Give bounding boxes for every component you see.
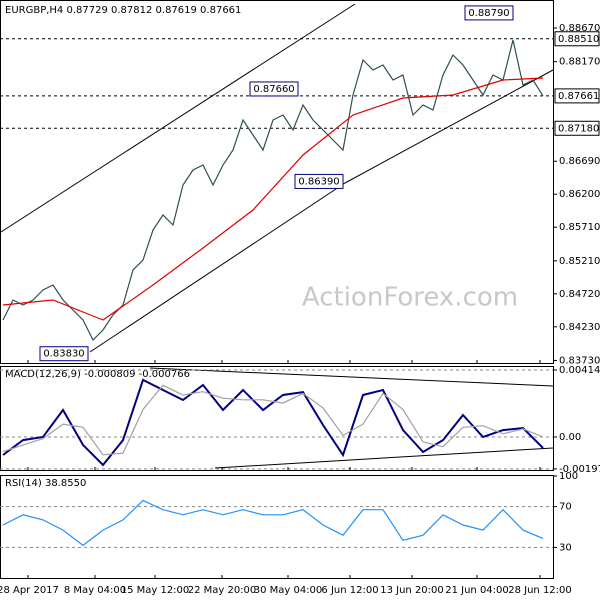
- x-tick-label: 30 May 04:00: [254, 585, 323, 596]
- rsi-frame: [0, 475, 554, 579]
- rsi-title: RSI(14) 38.8550: [5, 478, 86, 489]
- level-box: [554, 120, 600, 136]
- y-tick-label: 0.84720: [559, 289, 600, 300]
- x-tick-label: 22 May 20:00: [188, 585, 257, 596]
- macd-trendline-upper: [149, 367, 554, 387]
- series-line: [2, 384, 544, 456]
- y-tick-label: 0.88670: [559, 23, 600, 34]
- series-line: [2, 39, 544, 342]
- support-line: [344, 69, 554, 184]
- series-line: [2, 77, 544, 321]
- y-tick-label: 0.85210: [559, 256, 600, 267]
- level-box: [554, 88, 600, 104]
- x-tick-label: 21 Jun 04:00: [445, 585, 509, 596]
- macd-frame: [0, 366, 554, 471]
- y-tick-label: 0.84230: [559, 322, 600, 333]
- x-tick-label: 6 Jun 12:00: [321, 585, 378, 596]
- x-tick-label: 15 May 12:00: [121, 585, 190, 596]
- y-tick-label: 0.85710: [559, 222, 600, 233]
- annotation-box: [294, 173, 344, 189]
- x-tick-label: 13 Jun 20:00: [380, 585, 444, 596]
- macd-title: MACD(12,26,9) -0.000809 -0.000766: [5, 369, 190, 380]
- annotation-box: [39, 346, 89, 362]
- y-tick-label: 0.00: [559, 432, 581, 443]
- channel-upper: [0, 3, 356, 233]
- annotation-label: 0.87660: [253, 84, 294, 95]
- x-tick-label: 8 May 04:00: [64, 585, 126, 596]
- y-tick-label: 70: [559, 502, 572, 513]
- trendlines: [0, 3, 554, 469]
- x-tick-label: 28 Apr 2017: [0, 585, 59, 596]
- y-tick-label: 100: [559, 471, 578, 482]
- price-frame: [0, 0, 554, 364]
- series-line: [2, 378, 544, 467]
- annotation-box: [464, 5, 514, 21]
- annotation-label: 0.88790: [468, 8, 509, 19]
- level-label: 0.87661: [558, 91, 599, 102]
- channel-lower: [89, 182, 346, 353]
- y-tick-label: 0.004145: [559, 365, 600, 376]
- x-tick-label: 28 Jun 12:00: [508, 585, 572, 596]
- y-tick-label: 30: [559, 542, 572, 553]
- series-line: [2, 499, 544, 547]
- level-box: [554, 31, 600, 47]
- annotation-label: 0.86390: [298, 176, 339, 187]
- chart-title: EURGBP,H4 0.87729 0.87812 0.87619 0.8766…: [5, 5, 241, 16]
- annotation-box: [249, 81, 299, 97]
- y-tick-label: 0.86200: [559, 189, 600, 200]
- y-tick-label: 0.83730: [559, 355, 600, 366]
- y-tick-label: -0.001972: [559, 464, 600, 475]
- level-label: 0.87180: [558, 123, 599, 134]
- annotation-label: 0.83830: [43, 349, 84, 360]
- level-label: 0.88510: [558, 34, 599, 45]
- y-tick-label: 0.86690: [559, 156, 600, 167]
- macd-trendline-lower: [214, 447, 554, 469]
- y-tick-label: 0.88170: [559, 57, 600, 68]
- watermark: ActionForex.com: [302, 283, 518, 313]
